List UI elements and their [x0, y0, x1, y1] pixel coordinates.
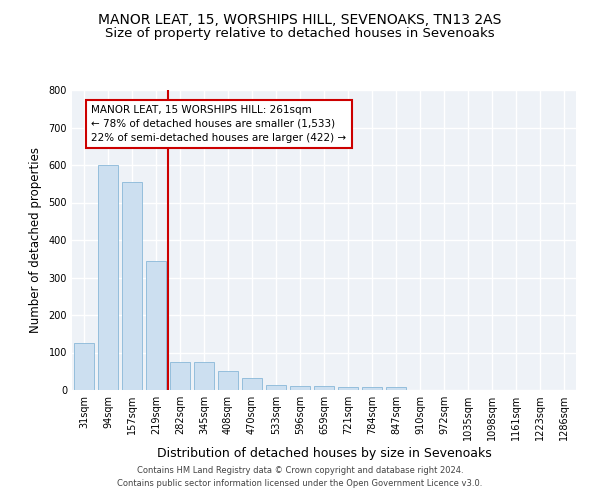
- Bar: [242, 378, 262, 390]
- Bar: [170, 362, 190, 390]
- Bar: [290, 386, 310, 390]
- Text: MANOR LEAT, 15 WORSHIPS HILL: 261sqm
← 78% of detached houses are smaller (1,533: MANOR LEAT, 15 WORSHIPS HILL: 261sqm ← 7…: [91, 105, 346, 143]
- Bar: [74, 343, 94, 390]
- Y-axis label: Number of detached properties: Number of detached properties: [29, 147, 41, 333]
- Bar: [362, 387, 382, 390]
- Text: MANOR LEAT, 15, WORSHIPS HILL, SEVENOAKS, TN13 2AS: MANOR LEAT, 15, WORSHIPS HILL, SEVENOAKS…: [98, 12, 502, 26]
- Bar: [314, 386, 334, 390]
- Bar: [386, 387, 406, 390]
- Text: Size of property relative to detached houses in Sevenoaks: Size of property relative to detached ho…: [105, 28, 495, 40]
- Bar: [194, 362, 214, 390]
- Bar: [122, 182, 142, 390]
- Bar: [338, 387, 358, 390]
- Bar: [266, 385, 286, 390]
- Bar: [146, 260, 166, 390]
- Text: Contains HM Land Registry data © Crown copyright and database right 2024.
Contai: Contains HM Land Registry data © Crown c…: [118, 466, 482, 487]
- Bar: [218, 371, 238, 390]
- Bar: [98, 165, 118, 390]
- X-axis label: Distribution of detached houses by size in Sevenoaks: Distribution of detached houses by size …: [157, 448, 491, 460]
